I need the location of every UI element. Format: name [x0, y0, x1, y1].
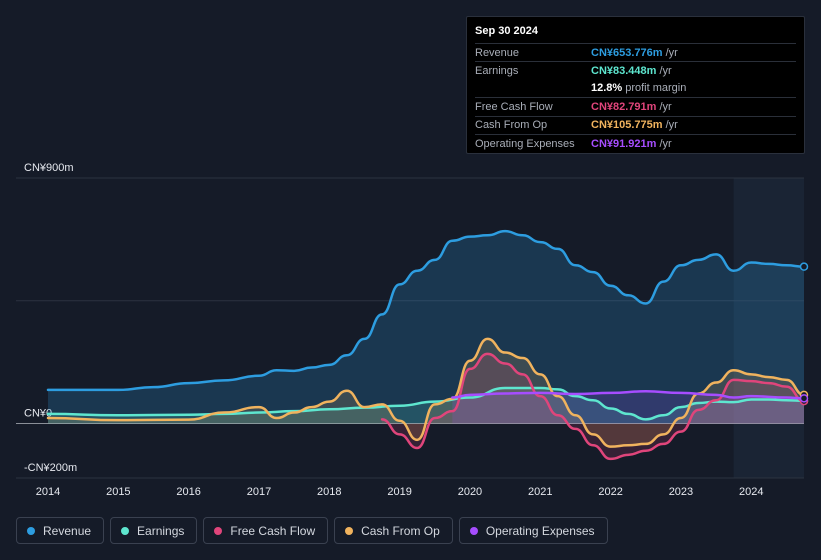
tooltip-label: Operating Expenses	[475, 137, 575, 150]
tooltip-unit: /yr	[659, 137, 672, 150]
legend-dot-icon	[345, 526, 354, 535]
x-tick-label: 2020	[458, 486, 482, 498]
legend-item-cash-from-op[interactable]: Cash From Op	[334, 517, 453, 544]
tooltip-value: CN¥91.921m	[591, 137, 657, 150]
tooltip-value: CN¥83.448m	[591, 65, 657, 78]
y-tick-label: -CN¥200m	[24, 462, 77, 474]
legend-dot-icon	[469, 526, 478, 535]
tooltip-unit: profit margin	[625, 82, 687, 95]
tooltip-unit: /yr	[659, 65, 672, 78]
revenue-area	[48, 231, 804, 424]
tooltip-row: 12.8% profit margin	[475, 80, 796, 97]
legend-dot-icon	[27, 526, 35, 535]
tooltip-value: 12.8%	[591, 82, 623, 95]
chart: CN¥900m CN¥0 -CN¥200m 2014 2015 2016 2017 2018 2…	[16, 162, 809, 498]
tooltip-label: Earnings	[475, 65, 519, 78]
tooltip-label: Revenue	[475, 46, 520, 59]
x-tick-label: 2015	[106, 486, 130, 498]
legend-item-operating-expenses[interactable]: Operating Expenses	[458, 517, 608, 544]
legend-label: Free Cash Flow	[230, 523, 316, 538]
x-tick-label: 2014	[36, 486, 60, 498]
tooltip-value: CN¥82.791m	[591, 100, 657, 113]
legend-dot-icon	[121, 526, 130, 535]
operating-expenses-end-point	[799, 394, 809, 403]
free-cash-flow-area	[382, 353, 804, 459]
tooltip-unit: /yr	[659, 100, 672, 113]
tooltip-row: Earnings CN¥83.448m/yr	[475, 61, 796, 79]
legend-label: Operating Expenses	[485, 523, 595, 538]
tooltip-label: Cash From Op	[475, 119, 548, 132]
x-tick-label: 2017	[247, 486, 271, 498]
tooltip-date: Sep 30 2024	[475, 25, 538, 37]
x-tick-label: 2018	[317, 486, 341, 498]
legend-label: Revenue	[43, 523, 92, 538]
x-tick-label: 2024	[739, 486, 763, 498]
legend-label: Earnings	[137, 523, 185, 538]
earnings-line	[46, 386, 806, 421]
x-tick-label: 2023	[669, 486, 693, 498]
x-tick-label: 2022	[598, 486, 622, 498]
cash-from-op-area	[48, 338, 804, 447]
tooltip-row: Free Cash Flow CN¥82.791m/yr	[475, 97, 796, 115]
tooltip-label: Free Cash Flow	[475, 100, 553, 113]
plot-left-margin	[16, 178, 48, 478]
tooltip-unit: /yr	[665, 119, 678, 132]
tooltip: Sep 30 2024 Revenue CN¥653.776m/yr Earning…	[466, 16, 805, 154]
y-tick-label: CN¥0	[24, 407, 52, 419]
tooltip-row: Operating Expenses CN¥91.921m/yr	[475, 133, 796, 152]
x-tick-label: 2019	[387, 486, 411, 498]
legend-dot-icon	[214, 526, 223, 535]
operating-expenses-line	[451, 390, 806, 400]
revenue-line	[46, 229, 806, 392]
free-cash-flow-line	[380, 352, 806, 461]
legend: Revenue Earnings Free Cash Flow Cash From O…	[16, 517, 608, 546]
legend-item-earnings[interactable]: Earnings	[110, 517, 198, 544]
tooltip-row: Revenue CN¥653.776m/yr	[475, 43, 796, 61]
tooltip-value: CN¥105.775m	[591, 119, 663, 132]
legend-item-revenue[interactable]: Revenue	[16, 517, 105, 544]
x-tick-label: 2021	[528, 486, 552, 498]
y-tick-label: CN¥900m	[24, 162, 74, 174]
highlight-region	[733, 178, 804, 478]
tooltip-row: Cash From Op CN¥105.775m/yr	[475, 115, 796, 134]
x-tick-label: 2016	[176, 486, 200, 498]
tooltip-value: CN¥653.776m	[591, 46, 663, 59]
legend-item-free-cash-flow[interactable]: Free Cash Flow	[203, 517, 329, 544]
revenue-end-point	[799, 262, 809, 271]
tooltip-unit: /yr	[665, 46, 678, 59]
legend-label: Cash From Op	[361, 523, 440, 538]
